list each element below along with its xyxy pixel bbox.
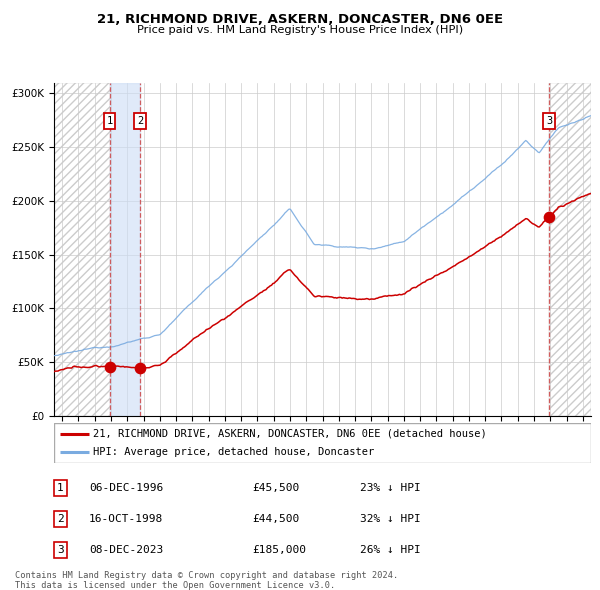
Text: 23% ↓ HPI: 23% ↓ HPI (360, 483, 421, 493)
Text: 08-DEC-2023: 08-DEC-2023 (89, 545, 163, 555)
Text: 21, RICHMOND DRIVE, ASKERN, DONCASTER, DN6 0EE: 21, RICHMOND DRIVE, ASKERN, DONCASTER, D… (97, 13, 503, 26)
Text: This data is licensed under the Open Government Licence v3.0.: This data is licensed under the Open Gov… (15, 581, 335, 589)
Text: 1: 1 (57, 483, 64, 493)
Text: Contains HM Land Registry data © Crown copyright and database right 2024.: Contains HM Land Registry data © Crown c… (15, 571, 398, 580)
Text: £185,000: £185,000 (253, 545, 307, 555)
Text: 16-OCT-1998: 16-OCT-1998 (89, 514, 163, 524)
FancyBboxPatch shape (54, 423, 591, 463)
Bar (54, 83, 110, 416)
Text: 2: 2 (57, 514, 64, 524)
Text: 1: 1 (107, 116, 113, 126)
Bar (549, 83, 591, 416)
Point (544, 212, 554, 222)
Text: £44,500: £44,500 (253, 514, 300, 524)
Text: 21, RICHMOND DRIVE, ASKERN, DONCASTER, DN6 0EE (detached house): 21, RICHMOND DRIVE, ASKERN, DONCASTER, D… (92, 429, 487, 439)
Point (105, 362, 115, 372)
Text: 06-DEC-1996: 06-DEC-1996 (89, 483, 163, 493)
Text: 2: 2 (137, 116, 143, 126)
Text: HPI: Average price, detached house, Doncaster: HPI: Average price, detached house, Donc… (92, 447, 374, 457)
Point (135, 363, 145, 373)
Text: 3: 3 (57, 545, 64, 555)
Text: 3: 3 (546, 116, 553, 126)
Text: Price paid vs. HM Land Registry's House Price Index (HPI): Price paid vs. HM Land Registry's House … (137, 25, 463, 35)
Text: 32% ↓ HPI: 32% ↓ HPI (360, 514, 421, 524)
Text: 26% ↓ HPI: 26% ↓ HPI (360, 545, 421, 555)
Bar (110, 83, 140, 416)
Text: £45,500: £45,500 (253, 483, 300, 493)
